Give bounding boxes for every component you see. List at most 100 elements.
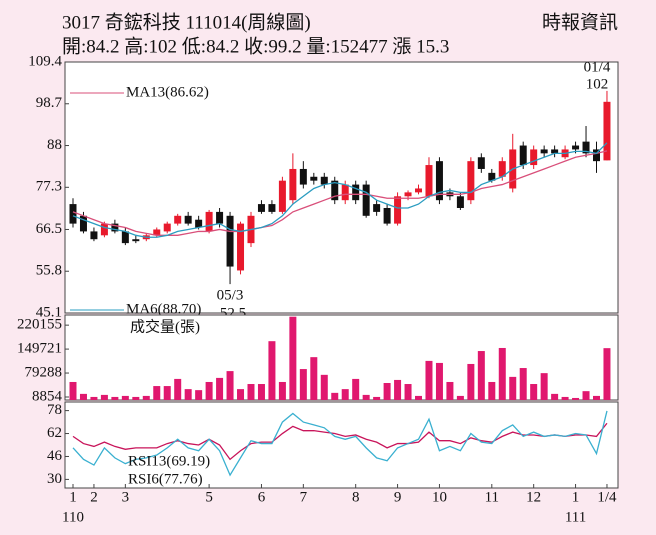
y-tick-label: 79288 [25,364,63,380]
x-tick-label: 1 [69,489,77,505]
volume-bar [446,381,454,400]
y-tick-label: 88 [47,137,62,153]
candle-body [289,168,297,201]
volume-bar [540,373,548,400]
y-tick-label: 220155 [17,317,62,333]
candle-body [341,184,349,201]
candle-body [530,149,538,166]
candle-body [299,168,307,185]
legend-label: RSI6(77.76) [128,471,203,487]
candle-body [498,161,506,177]
candle-body [582,141,590,154]
candle-body [195,219,203,228]
x-tick-label: 9 [394,489,402,505]
y-tick-label: 45.1 [36,304,62,320]
y-tick-label: 149721 [17,341,62,357]
x-tick-label: 1/4 [597,489,617,505]
annotation: 102 [586,76,609,92]
volume-bar [498,347,506,400]
x-tick-label: 3 [122,489,130,505]
x-tick-label: 6 [258,489,266,505]
volume-bar [90,396,98,400]
volume-bar [435,362,443,400]
chart-title: 3017 奇鋐科技 111014(周線圖) [62,11,311,33]
volume-bar [310,357,318,400]
y-tick-label: 62 [47,425,62,441]
x-tick-label: 2 [90,489,98,505]
volume-bar [383,383,391,400]
candle-body [572,145,580,150]
candle-body [121,231,129,244]
volume-bar [142,395,150,400]
volume-bar [509,376,517,400]
volume-bar [100,394,108,400]
panel-title: 成交量(張) [130,317,200,335]
candle-body [488,172,496,181]
volume-bar [551,393,559,400]
candle-body [278,180,286,212]
volume-bar [69,381,77,400]
volume-bar [153,386,161,400]
line-series [72,422,608,461]
x-tick-label: 10 [432,489,447,505]
volume-bar [456,395,464,400]
candle-body [184,215,192,224]
legend-label: RSI13(69.19) [128,453,210,469]
candle-body [111,223,119,232]
volume-bar [79,393,87,400]
candle-body [404,192,412,197]
volume-bar [205,381,213,400]
candle-body [519,145,527,166]
volume-bar [331,392,339,400]
volume-bar [268,341,276,400]
candle-body [456,196,464,208]
candle-body [205,211,213,232]
year-label: 110 [62,509,84,525]
volume-bar [341,389,349,400]
y-tick-label: 30 [47,471,62,487]
candle-body [435,161,443,201]
candle-body [593,149,600,162]
volume-bar [320,374,328,400]
candle-body [425,165,433,197]
annotation: 01/4 [584,59,611,75]
y-tick-label: 78 [47,402,62,418]
candle-body [331,180,339,201]
volume-bar [237,389,245,400]
volume-bar [561,396,569,400]
volume-bar [572,397,580,400]
x-tick-label: 8 [352,489,360,505]
candle-body [415,188,423,193]
candle-body [268,204,276,212]
candle-body [310,176,318,181]
x-tick-label: 1 [572,489,580,505]
candle-body [352,184,360,201]
volume-bar [216,377,224,400]
volume-bar [226,371,234,400]
candle-body [90,231,98,240]
volume-bar [278,381,286,400]
source: 時報資訊 [542,11,618,33]
volume-bar [163,386,171,400]
y-tick-label: 109.4 [28,53,62,69]
volume-bar [184,389,192,400]
volume-bar [530,384,538,400]
annotation: 05/3 [217,287,244,303]
x-tick-label: 12 [526,489,541,505]
y-tick-label: 55.8 [36,263,62,279]
candle-body [540,149,548,154]
volume-bar [362,394,370,400]
line-series [72,410,608,477]
volume-bar [247,384,255,400]
y-tick-label: 8854 [32,388,63,404]
volume-bar [373,396,381,400]
candle-body [394,196,402,224]
volume-bar [519,368,527,400]
volume-bar [195,390,203,400]
candle-body [163,223,171,232]
volume-bar [352,378,360,400]
volume-bar [174,378,182,400]
candle-body [100,223,108,236]
candle-body [383,207,391,224]
